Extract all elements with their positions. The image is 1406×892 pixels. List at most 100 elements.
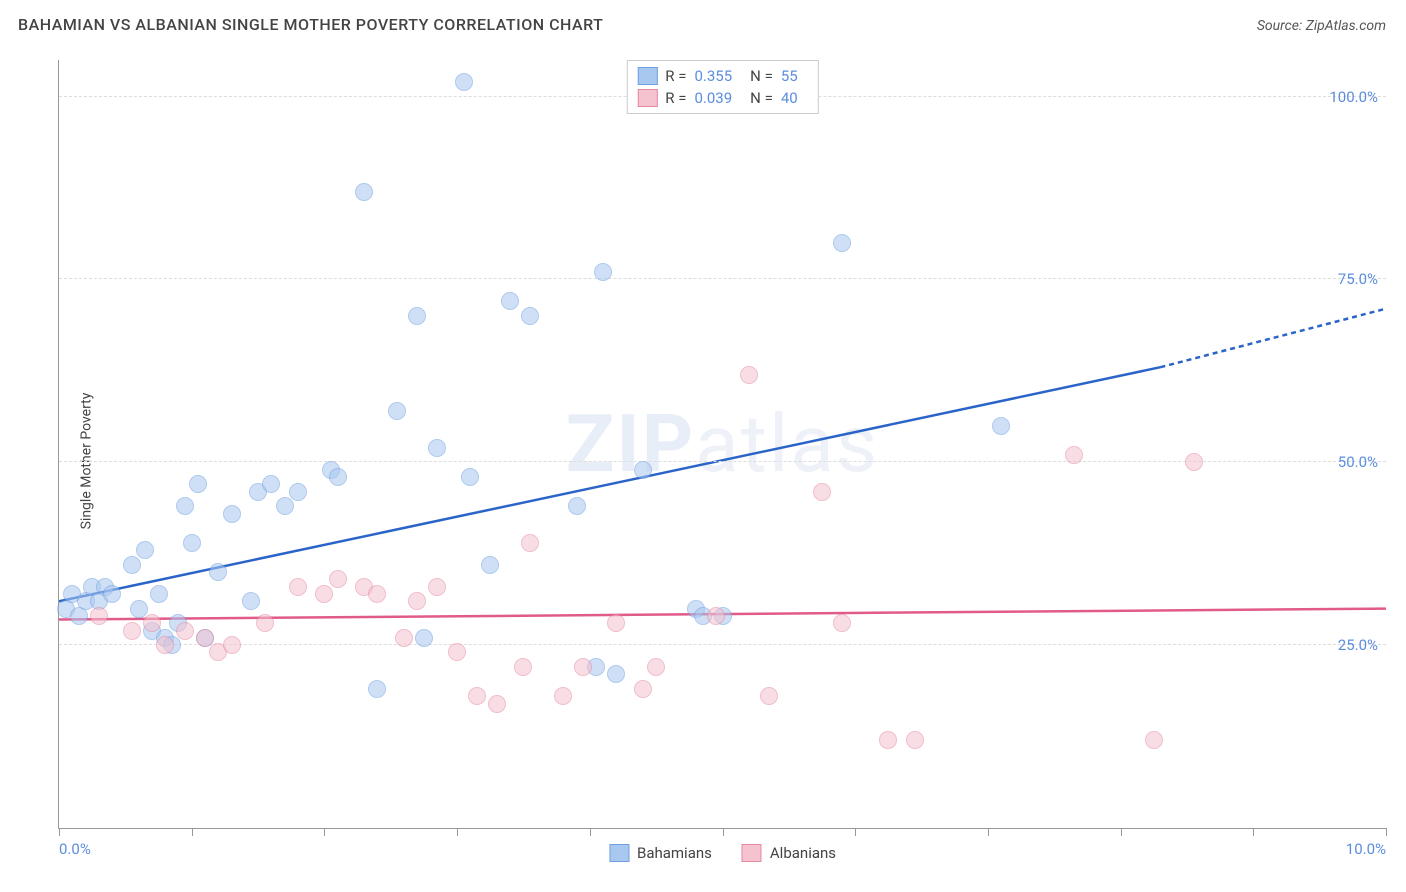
data-point (813, 483, 831, 501)
data-point (1185, 453, 1203, 471)
data-point (183, 534, 201, 552)
y-tick-label: 100.0% (1329, 88, 1378, 106)
data-point (607, 665, 625, 683)
r-value: 0.355 (694, 67, 732, 85)
data-point (488, 695, 506, 713)
data-point (461, 468, 479, 486)
data-point (1145, 731, 1163, 749)
x-tick (192, 828, 193, 836)
data-point (992, 417, 1010, 435)
data-point (468, 687, 486, 705)
data-point (329, 570, 347, 588)
data-point (256, 614, 274, 632)
data-point (136, 541, 154, 559)
data-point (879, 731, 897, 749)
data-point (90, 607, 108, 625)
data-point (315, 585, 333, 603)
data-point (329, 468, 347, 486)
x-tick-label: 0.0% (59, 840, 91, 858)
r-value: 0.039 (694, 89, 732, 107)
legend-swatch (637, 89, 657, 107)
legend-stats: R = 0.355 N = 55 R = 0.039 N = 40 (626, 60, 818, 114)
x-tick (1386, 828, 1387, 836)
data-point (521, 307, 539, 325)
legend-label: Albanians (770, 844, 836, 862)
data-point (223, 636, 241, 654)
data-point (242, 592, 260, 610)
data-point (568, 497, 586, 515)
n-label: N = (750, 67, 773, 85)
data-point (150, 585, 168, 603)
data-point (196, 629, 214, 647)
data-point (408, 592, 426, 610)
x-tick (457, 828, 458, 836)
data-point (481, 556, 499, 574)
data-point (448, 643, 466, 661)
data-point (428, 439, 446, 457)
data-point (906, 731, 924, 749)
x-tick (59, 828, 60, 836)
data-point (740, 366, 758, 384)
x-tick (723, 828, 724, 836)
x-tick (855, 828, 856, 836)
data-point (143, 614, 161, 632)
data-point (634, 680, 652, 698)
data-point (368, 585, 386, 603)
data-point (223, 505, 241, 523)
legend-item: Albanians (742, 844, 836, 862)
legend-stats-row: R = 0.039 N = 40 (637, 87, 807, 109)
watermark: ZIPatlas (566, 397, 879, 491)
data-point (647, 658, 665, 676)
y-tick-label: 25.0% (1338, 636, 1378, 654)
legend-series: Bahamians Albanians (609, 844, 836, 862)
legend-swatch (742, 844, 762, 862)
data-point (176, 497, 194, 515)
n-value: 40 (781, 89, 798, 107)
legend-item: Bahamians (609, 844, 712, 862)
trend-lines (59, 60, 1386, 828)
data-point (455, 73, 473, 91)
chart-source: Source: ZipAtlas.com (1257, 18, 1386, 34)
data-point (833, 234, 851, 252)
data-point (634, 461, 652, 479)
data-point (156, 636, 174, 654)
data-point (1065, 446, 1083, 464)
data-point (289, 578, 307, 596)
data-point (103, 585, 121, 603)
r-label: R = (665, 89, 686, 107)
legend-stats-row: R = 0.355 N = 55 (637, 65, 807, 87)
data-point (514, 658, 532, 676)
legend-swatch (637, 67, 657, 85)
n-value: 55 (781, 67, 798, 85)
data-point (408, 307, 426, 325)
data-point (123, 556, 141, 574)
chart-container: Single Mother Poverty ZIPatlas 25.0%50.0… (18, 45, 1386, 877)
n-label: N = (750, 89, 773, 107)
data-point (707, 607, 725, 625)
x-tick (988, 828, 989, 836)
data-point (574, 658, 592, 676)
chart-header: BAHAMIAN VS ALBANIAN SINGLE MOTHER POVER… (18, 15, 1386, 34)
data-point (262, 475, 280, 493)
plot-area: ZIPatlas 25.0%50.0%75.0%100.0%0.0%10.0% … (58, 60, 1386, 829)
legend-swatch (609, 844, 629, 862)
y-tick-label: 50.0% (1338, 453, 1378, 471)
r-label: R = (665, 67, 686, 85)
data-point (123, 622, 141, 640)
legend-label: Bahamians (637, 844, 712, 862)
data-point (368, 680, 386, 698)
data-point (833, 614, 851, 632)
data-point (415, 629, 433, 647)
data-point (760, 687, 778, 705)
data-point (428, 578, 446, 596)
data-point (501, 292, 519, 310)
data-point (521, 534, 539, 552)
data-point (130, 600, 148, 618)
x-tick (590, 828, 591, 836)
chart-title: BAHAMIAN VS ALBANIAN SINGLE MOTHER POVER… (18, 15, 603, 34)
data-point (395, 629, 413, 647)
y-tick-label: 75.0% (1338, 270, 1378, 288)
data-point (189, 475, 207, 493)
data-point (355, 183, 373, 201)
data-point (594, 263, 612, 281)
